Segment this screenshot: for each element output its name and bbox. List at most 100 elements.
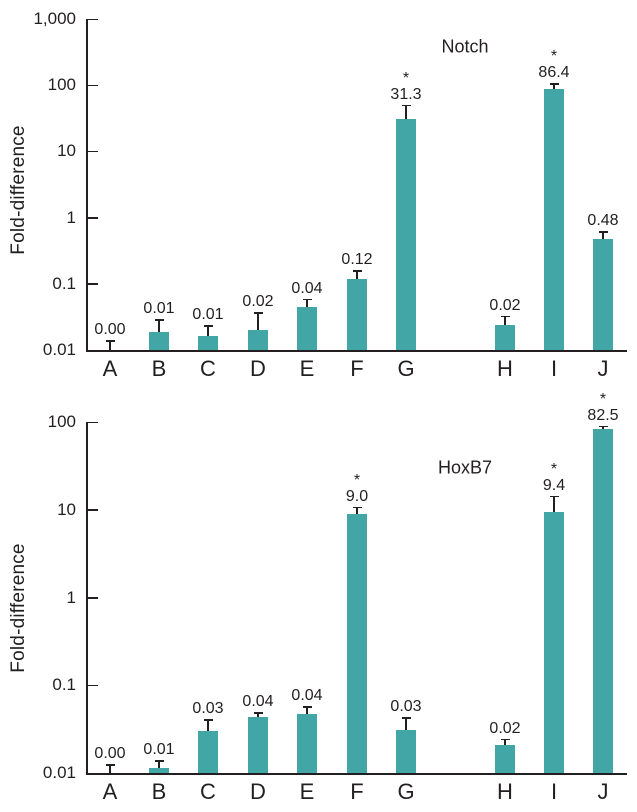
- y-tick: [88, 283, 98, 285]
- error-bar: [405, 105, 407, 119]
- y-tick-label: 0.01: [42, 763, 76, 782]
- error-bar: [109, 341, 111, 350]
- bar-value-label: 82.5: [587, 406, 619, 424]
- bar: [248, 330, 268, 350]
- bar-value-label: 0.04: [242, 693, 274, 711]
- error-bar-cap: [302, 298, 312, 301]
- error-bar: [207, 720, 209, 732]
- error-bar-cap: [500, 315, 510, 318]
- x-category-label: G: [397, 356, 415, 381]
- x-category-label: D: [250, 779, 266, 804]
- bar-value-label: 9.0: [345, 487, 369, 505]
- bar: [495, 744, 515, 773]
- x-category-label: A: [102, 779, 118, 804]
- bar: [347, 513, 367, 773]
- y-tick-label: 0.1: [52, 675, 76, 695]
- y-axis-label: Fold-difference: [8, 543, 29, 673]
- y-tick-label: 100: [47, 412, 76, 431]
- bar-value-label: 0.12: [341, 251, 373, 269]
- bar: [396, 118, 416, 350]
- x-category-label: F: [350, 779, 364, 804]
- x-category-label: G: [397, 779, 415, 804]
- significance-asterisk: *: [550, 48, 558, 66]
- bar: [593, 238, 613, 350]
- x-category-label: H: [497, 779, 513, 804]
- error-bar-cap: [549, 83, 559, 85]
- x-axis-line: [86, 350, 627, 352]
- y-axis-line: [86, 19, 88, 352]
- error-bar: [158, 320, 160, 332]
- y-tick-label: 10: [57, 141, 76, 161]
- error-bar: [356, 271, 358, 279]
- bar-value-label: 31.3: [390, 85, 422, 103]
- bar: [198, 336, 218, 350]
- x-category-label: F: [350, 356, 364, 381]
- error-bar: [356, 507, 358, 514]
- error-bar: [158, 761, 160, 768]
- error-bar-cap: [154, 319, 164, 321]
- error-bar-cap: [352, 506, 362, 509]
- error-bar: [553, 84, 555, 90]
- y-tick: [88, 421, 98, 423]
- x-category-label: H: [497, 356, 513, 381]
- bar-value-label: 0.02: [489, 296, 521, 314]
- y-tick-label: 0.01: [42, 340, 76, 359]
- y-tick: [88, 217, 98, 219]
- bar-value-label: 0.04: [291, 279, 323, 297]
- bar-value-label: 0.03: [192, 700, 224, 718]
- x-category-label: E: [299, 356, 315, 381]
- y-tick-label: 1: [66, 587, 76, 607]
- y-tick: [88, 150, 98, 153]
- bar-value-label: 9.4: [542, 476, 566, 494]
- error-bar-cap: [598, 425, 608, 428]
- x-category-label: E: [299, 779, 315, 804]
- significance-asterisk: *: [402, 69, 410, 87]
- bar: [248, 717, 268, 773]
- bar: [297, 714, 317, 773]
- y-axis-line: [86, 422, 88, 775]
- error-bar: [306, 707, 308, 715]
- bar: [297, 306, 317, 350]
- error-bar: [207, 326, 209, 337]
- bar-value-label: 0.02: [489, 719, 521, 737]
- bar-value-label: 0.48: [587, 212, 619, 230]
- y-tick: [88, 18, 98, 20]
- error-bar: [504, 739, 506, 745]
- chart-title: HoxB7: [437, 457, 493, 478]
- y-tick: [88, 597, 98, 599]
- error-bar-cap: [401, 104, 411, 107]
- bar: [149, 767, 169, 773]
- error-bar-cap: [203, 325, 213, 327]
- bar: [495, 324, 515, 350]
- bar-value-label: 0.02: [242, 293, 274, 311]
- error-bar: [504, 316, 506, 325]
- x-axis-line: [86, 773, 627, 775]
- chart-title: Notch: [441, 36, 489, 57]
- error-bar-cap: [549, 495, 559, 498]
- bar-value-label: 0.01: [192, 306, 224, 324]
- bar-value-label: 0.03: [390, 698, 422, 716]
- error-bar-cap: [352, 270, 362, 272]
- error-bar: [257, 313, 259, 331]
- y-tick-label: 1: [66, 207, 76, 227]
- x-category-label: C: [200, 779, 216, 804]
- bar: [544, 512, 564, 773]
- bar: [347, 278, 367, 350]
- error-bar-cap: [401, 717, 411, 719]
- y-tick: [88, 84, 98, 87]
- y-tick-label: 1,000: [33, 9, 76, 28]
- x-category-label: I: [550, 779, 558, 804]
- bar: [149, 331, 169, 350]
- x-category-label: B: [151, 356, 167, 381]
- error-bar: [602, 426, 604, 430]
- bar-value-label: 0.04: [291, 687, 323, 705]
- y-tick-label: 100: [47, 75, 76, 95]
- x-category-label: I: [550, 356, 558, 381]
- error-bar: [257, 713, 259, 718]
- error-bar: [306, 299, 308, 307]
- bar: [593, 429, 613, 773]
- bar-value-label: 0.01: [143, 300, 175, 318]
- error-bar-cap: [302, 706, 312, 708]
